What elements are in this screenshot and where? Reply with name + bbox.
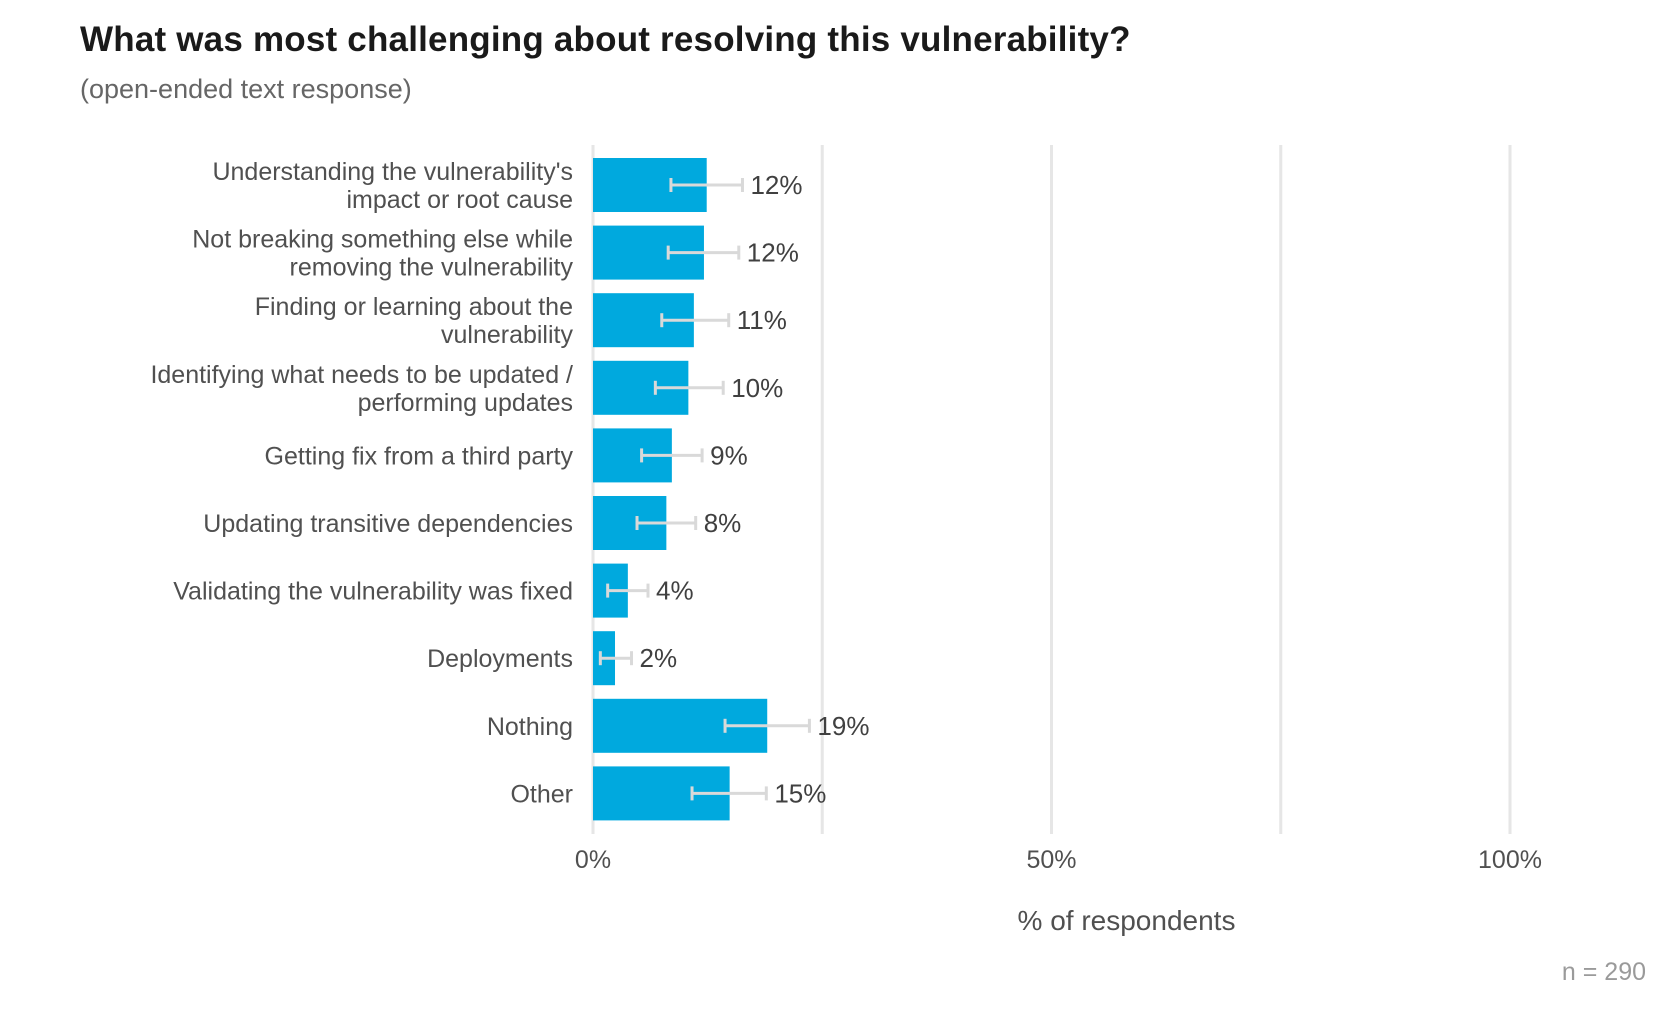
category-label-6: Validating the vulnerability was fixed bbox=[173, 578, 573, 606]
category-label-7: Deployments bbox=[427, 645, 573, 673]
category-label-line: Finding or learning about the bbox=[255, 293, 573, 321]
data-label-8: 19% bbox=[817, 711, 869, 741]
data-label-0: 12% bbox=[750, 170, 802, 200]
chart-title: What was most challenging about resolvin… bbox=[80, 20, 1131, 59]
sample-size-note: n = 290 bbox=[1561, 958, 1646, 986]
category-label-line: Validating the vulnerability was fixed bbox=[173, 578, 573, 606]
category-label-4: Getting fix from a third party bbox=[265, 442, 574, 470]
category-label-line: performing updates bbox=[358, 389, 573, 417]
category-label-0: Understanding the vulnerability's impact … bbox=[212, 158, 573, 214]
category-label-line: Deployments bbox=[427, 645, 573, 673]
category-label-line: Nothing bbox=[487, 713, 573, 741]
category-label-1: Not breaking something else while removin… bbox=[192, 226, 573, 282]
category-label-line: Other bbox=[510, 780, 573, 808]
category-label-9: Other bbox=[510, 780, 573, 808]
category-label-line: Getting fix from a third party bbox=[265, 442, 574, 470]
category-label-8: Nothing bbox=[487, 713, 573, 741]
category-label-line: Updating transitive dependencies bbox=[203, 510, 573, 538]
category-label-line: vulnerability bbox=[441, 321, 574, 349]
x-tick-label-50: 50% bbox=[1026, 846, 1076, 874]
data-label-2: 11% bbox=[737, 305, 787, 335]
chart-subtitle: (open-ended text response) bbox=[80, 74, 412, 104]
x-tick-label-0: 0% bbox=[575, 846, 611, 874]
data-label-6: 4% bbox=[656, 576, 694, 606]
category-label-line: Identifying what needs to be updated / bbox=[150, 361, 573, 389]
category-label-2: Finding or learning about the vulnerabili… bbox=[255, 293, 574, 349]
data-label-3: 10% bbox=[731, 373, 783, 403]
category-label-line: Understanding the vulnerability's bbox=[212, 158, 573, 186]
data-label-9: 15% bbox=[774, 778, 826, 808]
category-label-3: Identifying what needs to be updated / pe… bbox=[150, 361, 573, 417]
category-label-line: Not breaking something else while bbox=[192, 226, 573, 254]
category-label-line: impact or root cause bbox=[347, 186, 574, 214]
x-axis-title: % of respondents bbox=[1018, 905, 1236, 936]
data-label-7: 2% bbox=[640, 643, 678, 673]
category-label-5: Updating transitive dependencies bbox=[203, 510, 573, 538]
data-label-1: 12% bbox=[747, 238, 799, 268]
data-label-4: 9% bbox=[710, 440, 748, 470]
x-tick-label-100: 100% bbox=[1478, 846, 1542, 874]
data-label-5: 8% bbox=[704, 508, 742, 538]
category-label-line: removing the vulnerability bbox=[290, 254, 574, 282]
